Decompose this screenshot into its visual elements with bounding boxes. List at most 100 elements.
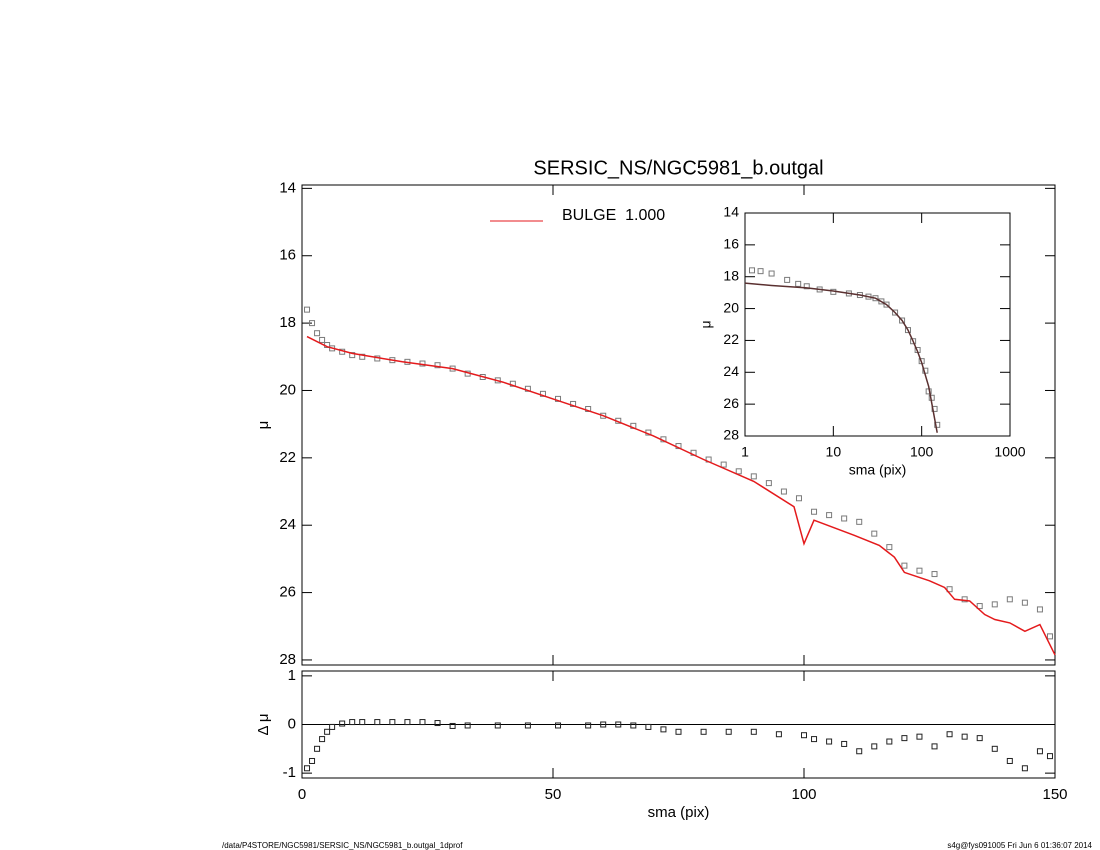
data-point [570,400,577,407]
y-tick-label: 16 [279,247,296,264]
x-tick-label: 100 [910,444,934,460]
data-point [660,726,667,733]
data-point [931,571,938,578]
data-point [339,720,346,727]
data-point [1046,633,1053,640]
x-tick-label: 10 [826,444,842,460]
data-point [811,736,818,743]
data-point [324,728,331,735]
y-tick-label: 28 [723,427,739,443]
data-point [991,601,998,608]
y-tick-label: 22 [279,449,296,466]
data-point [585,406,592,412]
data-point [795,495,802,502]
data-point [1006,596,1013,603]
data-point [304,765,311,772]
y-tick-label: 14 [723,204,739,220]
data-point [700,728,707,735]
data-point [1021,765,1028,772]
data-point [784,276,791,283]
data-point [878,298,885,305]
data-point [910,338,917,345]
data-point [916,567,923,574]
data-point [780,488,787,495]
data-point [961,596,968,603]
x-tick-label: 150 [1042,786,1067,803]
data-point [1006,757,1013,764]
data-point [314,745,321,752]
x-axis-label: sma (pix) [648,804,710,821]
data-point [539,390,546,397]
data-point [991,745,998,752]
data-point [901,735,908,742]
data-point [871,743,878,750]
data-point [329,723,336,730]
data-point [871,530,878,537]
data-point [720,461,727,468]
data-point [856,518,863,525]
data-point [765,480,772,487]
data-point [775,731,782,738]
data-point [464,722,471,729]
data-point [826,738,833,745]
y-tick-label: 0 [288,715,296,732]
y-tick-label: 16 [723,236,739,252]
data-point [349,352,356,359]
x-tick-label: 1000 [994,444,1025,460]
x-tick-label: 50 [545,786,562,803]
data-point [1046,753,1053,760]
data-point [1036,606,1043,613]
data-point [645,723,652,730]
y-tick-label: 24 [723,363,739,379]
model-line [306,335,1056,656]
data-point [841,515,848,522]
x-tick-label: 1 [741,444,749,460]
data-point [946,731,953,738]
data-point [931,743,938,750]
data-point [434,720,441,727]
data-point [901,562,908,569]
y-axis-label: Δ μ [255,713,272,735]
data-point [750,728,757,735]
data-point [585,722,592,729]
data-point [934,421,941,428]
data-point [795,280,802,287]
data-point [904,327,911,334]
data-point [883,301,890,308]
data-point [841,740,848,747]
y-tick-label: 24 [279,516,296,533]
footer-path: /data/P4STORE/NGC5981/SERSIC_NS/NGC5981_… [222,841,463,850]
plot-frame [301,184,1056,666]
legend-label: BULGE 1.000 [562,207,665,224]
data-point [524,722,531,729]
y-tick-label: 18 [723,267,739,283]
x-tick-label: 100 [791,786,816,803]
data-point [886,544,893,551]
chart-title: SERSIC_NS/NGC5981_b.outgal [533,157,823,179]
data-point [675,728,682,735]
x-axis-label: sma (pix) [849,462,907,478]
data-point [1036,748,1043,755]
data-point [916,733,923,740]
data-point [449,722,456,729]
plot-frame [744,212,1011,437]
data-point [304,306,311,313]
y-tick-label: 1 [288,667,296,684]
data-point [886,738,893,745]
data-point [309,320,316,327]
data-point [374,719,381,726]
data-point [750,473,757,480]
data-point [389,719,396,726]
data-point [359,719,366,726]
data-point [314,330,321,337]
data-point [856,748,863,755]
data-point [600,721,607,728]
data-point [803,283,810,290]
data-point [768,270,775,277]
y-tick-label: 20 [723,299,739,315]
data-point [946,586,953,593]
y-axis-label: μ [255,421,272,430]
model-line [744,282,938,433]
data-point [319,736,326,743]
